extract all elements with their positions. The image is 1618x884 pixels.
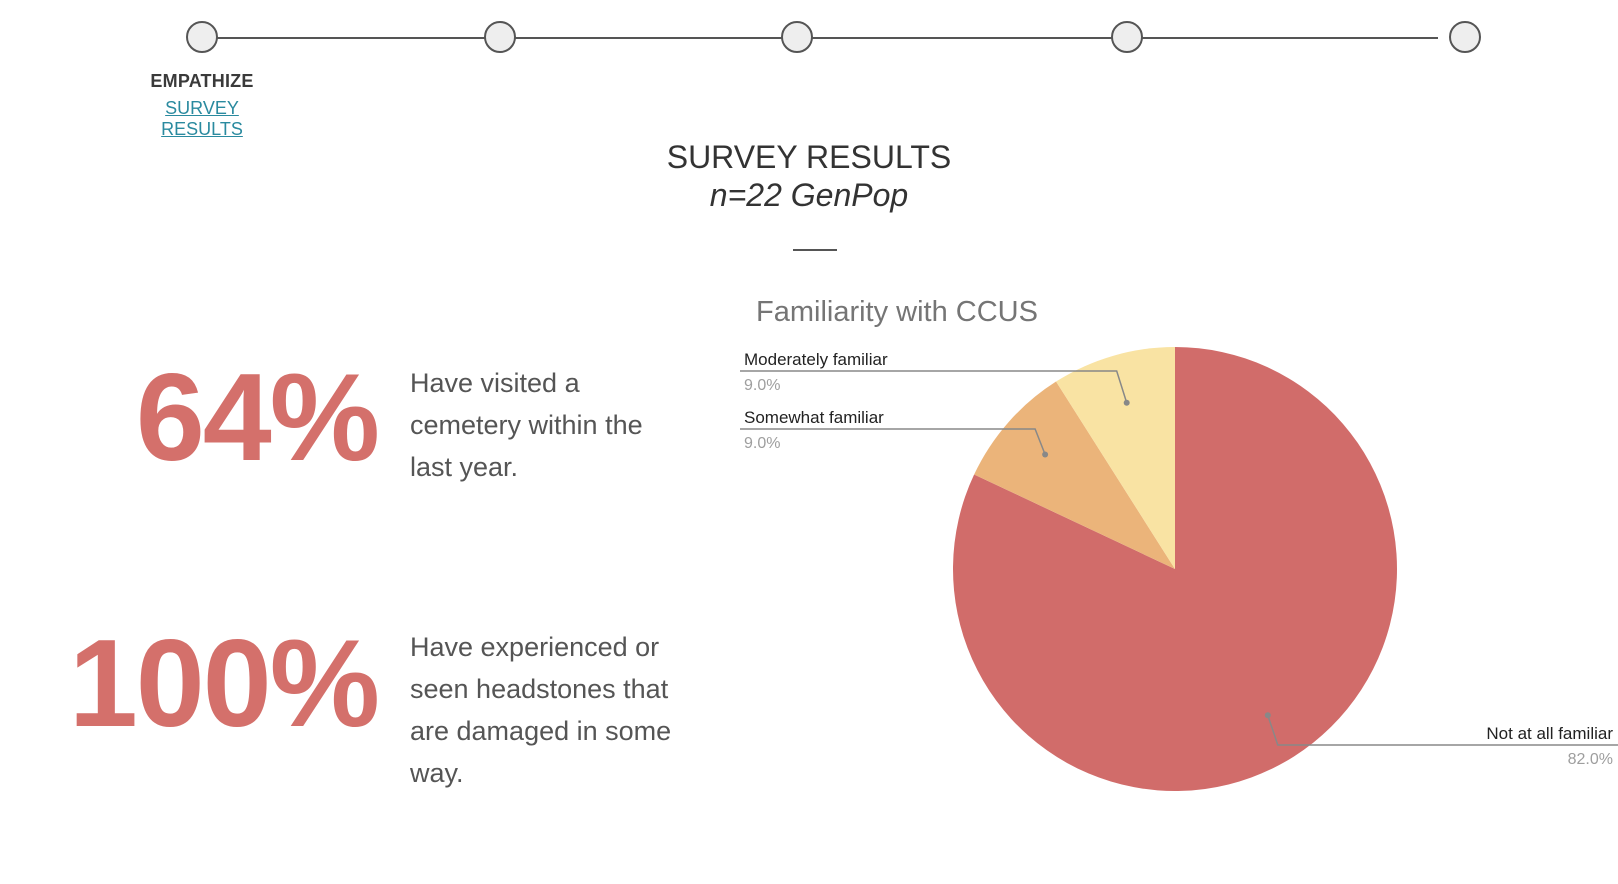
stat-text-visited: Have visited a cemetery within the last … bbox=[410, 368, 643, 482]
stat-text-damaged: Have experienced or seen headstones that… bbox=[410, 632, 672, 788]
slice-value-not-at-all-familiar: 82.0% bbox=[1568, 751, 1613, 768]
slice-label-not-at-all-familiar: Not at all familiar bbox=[1486, 724, 1613, 743]
leader-line-somewhat-familiar bbox=[740, 428, 1046, 455]
stat-value-damaged: 100% bbox=[68, 615, 380, 753]
stat-value-visited: 64% bbox=[135, 349, 380, 487]
step-3-node[interactable] bbox=[781, 21, 813, 53]
pie-slice-moderately-familiar[interactable] bbox=[1056, 347, 1175, 569]
survey-results-link[interactable]: SURVEY RESULTS bbox=[161, 98, 243, 139]
slice-value-somewhat-familiar: 9.0% bbox=[744, 435, 780, 452]
slice-value-moderately-familiar: 9.0% bbox=[744, 377, 780, 394]
leader-dot-not-at-all-familiar bbox=[1264, 712, 1271, 719]
step-2-node[interactable] bbox=[484, 21, 516, 53]
leader-line-moderately-familiar bbox=[740, 370, 1128, 403]
page-subtitle: n=22 GenPop bbox=[709, 177, 909, 213]
leader-line-not-at-all-familiar bbox=[1267, 714, 1618, 746]
slice-label-moderately-familiar: Moderately familiar bbox=[744, 350, 888, 369]
chart-title: Familiarity with CCUS bbox=[756, 296, 1038, 328]
progress-stepper: EMPATHIZE SURVEY RESULTS bbox=[0, 0, 1618, 139]
pie-chart-svg: Not at all familiar 82.0% Somewhat familia… bbox=[740, 296, 1618, 791]
step-1-node[interactable] bbox=[186, 21, 218, 53]
title-divider bbox=[793, 249, 837, 251]
step-4-node[interactable] bbox=[1111, 21, 1143, 53]
stepper-line bbox=[212, 37, 1438, 39]
familiarity-pie-chart: Not at all familiar 82.0% Somewhat familia… bbox=[740, 285, 1618, 825]
leader-dot-moderately-familiar bbox=[1123, 399, 1130, 406]
active-step-label: EMPATHIZE bbox=[150, 71, 254, 91]
leader-dot-somewhat-familiar bbox=[1042, 451, 1049, 458]
slice-label-somewhat-familiar: Somewhat familiar bbox=[744, 408, 884, 427]
page-title: SURVEY RESULTS bbox=[666, 139, 952, 175]
step-5-node[interactable] bbox=[1449, 21, 1481, 53]
